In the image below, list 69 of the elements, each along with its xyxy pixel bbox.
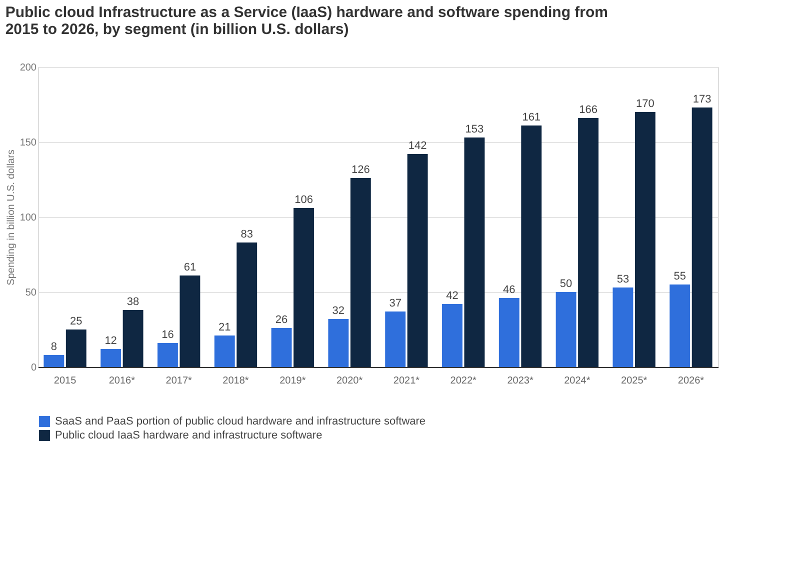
chart-title: Public cloud Infrastructure as a Service (IaaS) hardware and software spending from 2015 to 2026, by segment (in billion U.S. dollars): [5, 4, 608, 38]
data-label: 166: [579, 104, 598, 116]
data-label: 142: [408, 140, 427, 152]
x-tick-label: 2016*: [108, 376, 136, 386]
y-tick-label: 100: [20, 212, 37, 224]
legend-label: Public cloud IaaS hardware and infrastructure software: [55, 430, 322, 442]
y-axis-title: Spending in billion U.S. dollars: [6, 150, 17, 286]
x-tick-label: 2021*: [393, 376, 420, 386]
bar: [634, 112, 656, 367]
bar: [578, 118, 598, 367]
x-tick-label: 2025*: [620, 376, 648, 386]
x-tick-label: 2017*: [166, 376, 192, 386]
data-label: 38: [126, 296, 140, 308]
bar: [44, 355, 64, 367]
data-label: 126: [351, 164, 370, 176]
data-label: 83: [240, 228, 253, 240]
x-tick-label: 2026*: [678, 376, 704, 386]
bar: [100, 349, 122, 367]
bar: [498, 298, 520, 367]
bar: [66, 330, 86, 367]
data-label: 32: [332, 305, 345, 317]
y-tick-label: 200: [20, 62, 37, 74]
bar: [464, 138, 485, 367]
data-label: 42: [446, 290, 458, 302]
bar: [670, 284, 690, 367]
bar: [180, 276, 200, 367]
x-tick-label: 2023*: [507, 376, 534, 386]
y-tick-label: 150: [20, 138, 37, 148]
data-label: 50: [560, 278, 572, 290]
bar: [556, 292, 576, 367]
bar: [407, 154, 428, 367]
bar: [692, 108, 712, 367]
bar: [442, 304, 462, 367]
data-label: 106: [294, 194, 313, 206]
data-label: 173: [692, 94, 712, 106]
bar: [385, 312, 406, 367]
y-tick-label: 0: [30, 362, 37, 374]
bar: [612, 288, 634, 367]
x-tick-label: 2022*: [450, 376, 477, 386]
data-label: 53: [616, 274, 630, 286]
data-label: 153: [465, 124, 484, 136]
data-label: 55: [674, 270, 686, 282]
x-tick-label: 2019*: [280, 376, 306, 386]
x-tick-label: 2018*: [222, 376, 249, 386]
bar: [214, 336, 235, 367]
data-label: 161: [522, 112, 541, 124]
bar: [521, 126, 542, 367]
data-label: 8: [50, 341, 57, 353]
data-label: 26: [275, 314, 288, 326]
data-label: 12: [104, 335, 117, 347]
bar: [122, 310, 144, 367]
bar: [294, 208, 314, 367]
x-tick-label: 2015: [54, 376, 77, 386]
data-label: 16: [162, 329, 174, 341]
y-tick-label: 50: [25, 288, 37, 298]
data-label: 37: [389, 298, 402, 310]
data-label: 61: [184, 262, 196, 274]
data-label: 46: [503, 284, 516, 296]
legend-label: SaaS and PaaS portion of public cloud hardware and infrastructure software: [55, 416, 426, 428]
data-label: 21: [218, 322, 231, 334]
bar: [158, 343, 178, 367]
data-label: 170: [636, 98, 654, 110]
x-tick-label: 2020*: [336, 376, 363, 386]
bar: [236, 242, 258, 367]
bar: [328, 319, 349, 367]
bar: [271, 328, 292, 367]
bar: [350, 178, 371, 367]
x-tick-label: 2024*: [564, 376, 590, 386]
data-label: 25: [70, 316, 82, 328]
